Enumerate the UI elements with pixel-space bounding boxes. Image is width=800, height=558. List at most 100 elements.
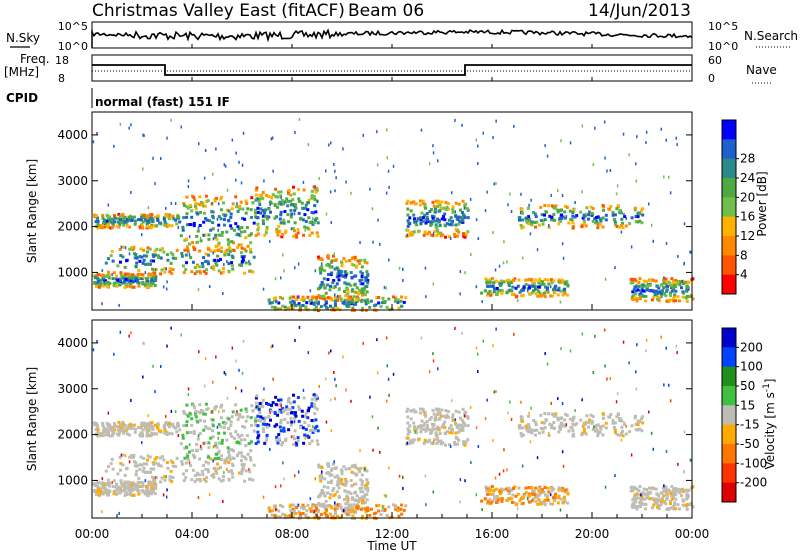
power-cell bbox=[202, 220, 206, 224]
velocity-cell bbox=[500, 497, 504, 501]
power-cell bbox=[539, 294, 543, 298]
power-cell bbox=[639, 291, 643, 295]
velocity-cell bbox=[329, 512, 332, 516]
velocity-cell bbox=[284, 437, 288, 441]
velocity-cell bbox=[141, 488, 145, 492]
velocity-cell bbox=[167, 432, 171, 436]
velocity-noise-cell bbox=[325, 420, 328, 424]
velocity-noise-cell bbox=[334, 501, 336, 505]
colorbar-swatch bbox=[722, 482, 736, 503]
power-cell bbox=[163, 218, 166, 221]
velocity-cell bbox=[537, 498, 541, 502]
velocity-cell bbox=[430, 422, 434, 426]
velocity-cell bbox=[152, 432, 156, 436]
velocity-cell bbox=[152, 488, 156, 492]
power-cell bbox=[245, 226, 249, 230]
power-cell bbox=[483, 289, 487, 293]
power-cell bbox=[152, 224, 156, 228]
power-cell bbox=[686, 295, 689, 298]
power-cell bbox=[281, 233, 285, 236]
power-cell bbox=[119, 221, 123, 225]
velocity-cell bbox=[229, 420, 233, 424]
power-cell bbox=[640, 221, 644, 225]
velocity-cell bbox=[195, 448, 199, 452]
velocity-cell bbox=[418, 411, 422, 415]
velocity-noise-cell bbox=[128, 334, 130, 338]
velocity-cell bbox=[433, 438, 437, 442]
velocity-cell bbox=[601, 433, 605, 437]
power-cell bbox=[345, 304, 349, 308]
velocity-cell bbox=[598, 430, 602, 434]
velocity-cell bbox=[494, 487, 498, 491]
velocity-cell bbox=[356, 467, 360, 471]
velocity-cell bbox=[334, 466, 338, 470]
power-cell bbox=[279, 307, 283, 311]
power-cell bbox=[335, 282, 339, 286]
power-noise-cell bbox=[506, 260, 508, 264]
power-cell bbox=[432, 204, 436, 208]
power-cell bbox=[349, 295, 353, 299]
velocity-noise-cell bbox=[283, 477, 285, 481]
power-cell bbox=[108, 215, 112, 219]
power-cell bbox=[123, 281, 127, 285]
power-cell bbox=[296, 188, 300, 191]
power-cell bbox=[669, 298, 673, 302]
power-cell bbox=[563, 287, 567, 291]
power-cell bbox=[444, 201, 448, 205]
velocity-noise-cell bbox=[650, 431, 653, 435]
power-noise-cell bbox=[609, 169, 612, 172]
power-cell bbox=[423, 204, 427, 208]
power-cell bbox=[380, 301, 384, 305]
velocity-cell bbox=[155, 432, 159, 436]
power-cell bbox=[196, 264, 199, 268]
velocity-cell bbox=[439, 414, 443, 418]
power-cell bbox=[672, 280, 676, 284]
velocity-cell bbox=[153, 457, 157, 461]
power-cell bbox=[151, 220, 155, 224]
power-noise-cell bbox=[269, 239, 271, 243]
velocity-noise-cell bbox=[592, 371, 595, 375]
velocity-cell bbox=[360, 483, 364, 486]
power-noise-cell bbox=[236, 202, 238, 206]
velocity-noise-cell bbox=[188, 443, 191, 447]
power-cell bbox=[296, 228, 300, 232]
power-cell bbox=[223, 218, 226, 222]
velocity-cell bbox=[659, 500, 663, 504]
velocity-cell bbox=[139, 455, 143, 459]
velocity-cell bbox=[273, 424, 277, 428]
power-cell bbox=[353, 255, 357, 259]
velocity-cell bbox=[405, 409, 409, 413]
power-cell bbox=[304, 219, 308, 223]
power-cell bbox=[359, 282, 363, 286]
power-cell bbox=[686, 281, 690, 285]
velocity-cell bbox=[219, 416, 223, 420]
power-cell bbox=[527, 222, 531, 226]
power-noise-cell bbox=[432, 144, 434, 148]
velocity-cell bbox=[135, 464, 139, 468]
velocity-noise-cell bbox=[645, 338, 648, 342]
velocity-cell bbox=[219, 479, 223, 483]
velocity-noise-cell bbox=[616, 392, 619, 396]
power-cell bbox=[118, 214, 122, 218]
power-noise-cell bbox=[111, 273, 113, 277]
velocity-cell bbox=[322, 502, 326, 506]
velocity-cell bbox=[488, 489, 492, 493]
power-cell bbox=[383, 300, 387, 303]
power-cell bbox=[504, 279, 508, 283]
velocity-noise-cell bbox=[215, 355, 217, 359]
velocity-cell bbox=[582, 421, 586, 425]
power-cell bbox=[589, 205, 593, 209]
x-tick-label: 08:00 bbox=[275, 527, 310, 541]
velocity-cell bbox=[226, 446, 230, 450]
power-cell bbox=[261, 208, 265, 212]
velocity-cell bbox=[640, 502, 644, 505]
power-cell bbox=[345, 282, 349, 286]
velocity-cell bbox=[344, 502, 348, 506]
velocity-cell bbox=[429, 441, 433, 445]
power-cell bbox=[268, 301, 272, 305]
velocity-noise-cell bbox=[449, 445, 452, 448]
velocity-cell bbox=[310, 402, 314, 406]
velocity-cell bbox=[151, 461, 155, 465]
power-cell bbox=[532, 211, 536, 214]
velocity-cell bbox=[148, 422, 152, 426]
